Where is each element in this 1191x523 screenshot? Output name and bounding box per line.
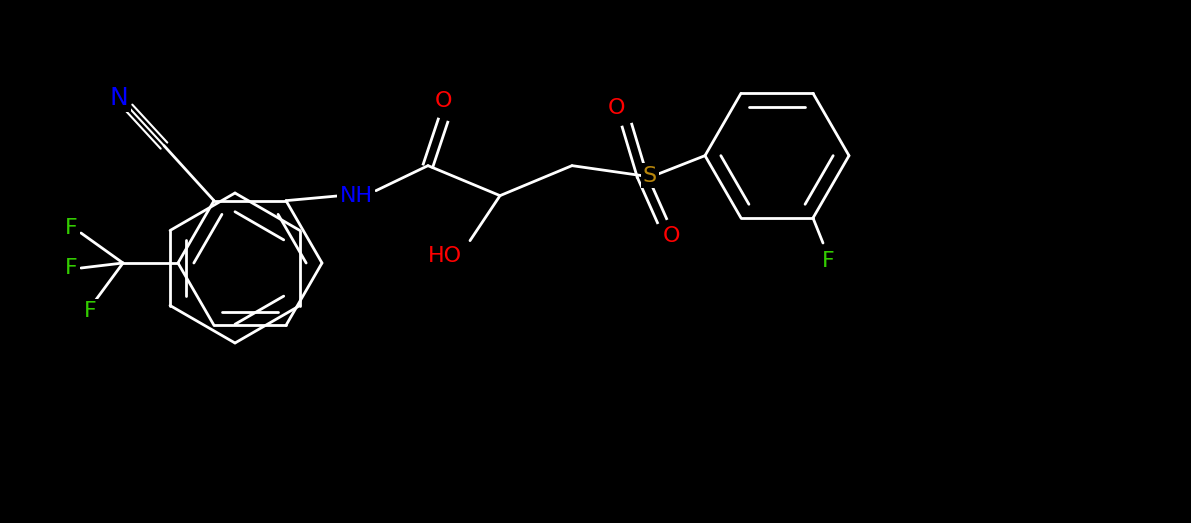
Text: F: F bbox=[64, 258, 77, 278]
Text: S: S bbox=[643, 166, 657, 186]
Text: F: F bbox=[822, 251, 835, 271]
Text: O: O bbox=[663, 225, 681, 246]
Text: F: F bbox=[83, 301, 96, 321]
Text: O: O bbox=[435, 90, 451, 111]
Text: O: O bbox=[609, 98, 625, 118]
Text: HO: HO bbox=[428, 246, 462, 266]
Text: F: F bbox=[64, 218, 77, 238]
Text: NH: NH bbox=[339, 186, 373, 206]
Text: N: N bbox=[110, 86, 129, 110]
